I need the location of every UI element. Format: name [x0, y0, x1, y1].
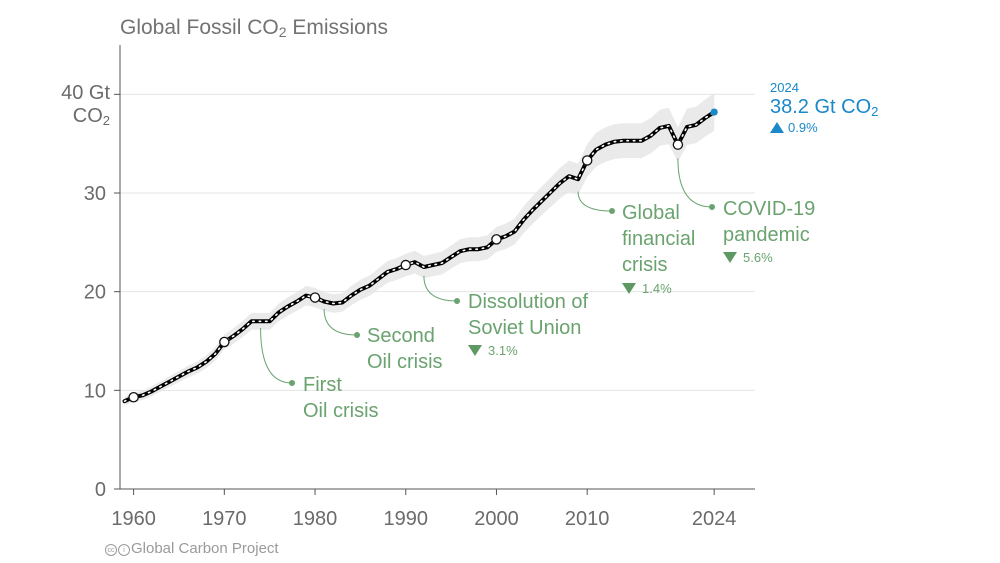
annotation-line: pandemic — [723, 224, 810, 246]
leader-covid-19 — [677, 158, 713, 208]
x-tick-label: 1980 — [293, 508, 338, 530]
latest-value-callout: 2024 38.2 Gt CO2 0.9% — [770, 80, 878, 135]
leader-covid-19-dot — [709, 204, 715, 210]
annotation-soviet-union: Dissolution of Soviet Union — [468, 289, 588, 341]
annotation-line: COVID-19 — [723, 198, 816, 220]
annotation-line: Global — [622, 202, 680, 224]
annotation-change-text: 1.4% — [642, 281, 672, 296]
axes — [114, 45, 755, 495]
y-tick-label: 0 — [95, 479, 106, 501]
annotation-line: financial — [622, 228, 696, 250]
latest-value-text: 38.2 Gt CO — [770, 96, 872, 118]
decade-marker-1990 — [400, 259, 411, 271]
annotation-line: Soviet Union — [468, 317, 582, 339]
x-tick-label: 2010 — [565, 508, 610, 530]
decade-markers — [128, 108, 718, 403]
x-tick-label: 1970 — [202, 508, 247, 530]
latest-change: 0.9% — [770, 120, 878, 135]
down-triangle-icon — [723, 252, 737, 263]
annotation-leaders — [260, 158, 715, 386]
latest-change-text: 0.9% — [788, 120, 818, 135]
x-tick-label: 2024 — [692, 508, 737, 530]
annotation-line: First — [303, 374, 342, 396]
uncertainty-band — [124, 93, 715, 406]
leader-first-oil-crisis-dot — [289, 380, 295, 386]
tick-labels: 0 10 20 30 1960 1970 1980 1990 2000 2010 2024 — [84, 183, 737, 530]
chart-title: Global Fossil CO2 Emissions — [120, 16, 388, 40]
leader-second-oil-crisis — [323, 308, 358, 336]
decade-marker-1960 — [128, 391, 139, 403]
annotation-financial-crisis: Global financial crisis 1.4% — [622, 200, 695, 297]
latest-value: 38.2 Gt CO2 — [770, 96, 878, 119]
leader-first-oil-crisis — [260, 327, 293, 384]
annotation-line: Oil crisis — [367, 351, 443, 373]
y-tick-label: 30 — [84, 183, 106, 205]
latest-value-subscript: 2 — [871, 104, 879, 119]
annotation-line: crisis — [622, 254, 668, 276]
x-tick-label: 2000 — [474, 508, 519, 530]
annotation-change-text: 5.6% — [743, 250, 773, 265]
y-tick-label: 10 — [84, 380, 106, 402]
credit-text: Global Carbon Project — [131, 540, 279, 557]
y-unit-co: CO — [72, 105, 103, 127]
annotation-change-3-1: 3.1% — [468, 343, 518, 359]
latest-point — [710, 108, 718, 116]
decade-marker-1980 — [309, 292, 321, 303]
leader-financial-crisis-dot — [609, 208, 615, 214]
y-unit-line1: 40 Gt — [61, 82, 110, 104]
leader-soviet-union-dot — [454, 298, 460, 304]
gridlines — [120, 93, 755, 391]
x-tick-label: 1990 — [384, 508, 429, 530]
title-text: Global Fossil CO — [120, 16, 279, 39]
decade-marker-2020 — [672, 139, 684, 150]
down-triangle-icon — [468, 345, 482, 356]
y-unit-subscript: 2 — [102, 113, 110, 128]
y-tick-label: 20 — [84, 282, 106, 304]
decade-marker-1970 — [219, 336, 230, 348]
by-icon: i — [118, 544, 130, 556]
annotation-covid-19: COVID-19 pandemic 5.6% — [723, 196, 815, 266]
annotation-change-text: 3.1% — [488, 343, 518, 358]
annotation-first-oil-crisis: First Oil crisis — [303, 372, 379, 424]
up-triangle-icon — [770, 122, 784, 133]
y-axis-unit: 40 Gt CO2 — [44, 82, 110, 132]
annotation-second-oil-crisis: Second Oil crisis — [367, 323, 443, 375]
down-triangle-icon — [622, 283, 636, 294]
title-subscript: 2 — [278, 24, 287, 40]
y-unit-line2: CO2 — [44, 105, 110, 132]
leader-soviet-union — [423, 275, 458, 302]
cc-icon: cc — [105, 544, 117, 556]
decade-marker-2000 — [491, 234, 502, 245]
leader-financial-crisis — [577, 191, 613, 212]
annotation-line: Second — [367, 325, 435, 347]
title-text-rest: Emissions — [286, 16, 389, 39]
credit: cc i Global Carbon Project — [105, 540, 279, 557]
annotation-line: Oil crisis — [303, 400, 379, 422]
x-tick-label: 1960 — [111, 508, 156, 530]
latest-year: 2024 — [770, 80, 799, 95]
annotation-line: Dissolution of — [468, 291, 589, 313]
decade-marker-2010 — [581, 155, 593, 166]
leader-second-oil-crisis-dot — [354, 332, 360, 338]
